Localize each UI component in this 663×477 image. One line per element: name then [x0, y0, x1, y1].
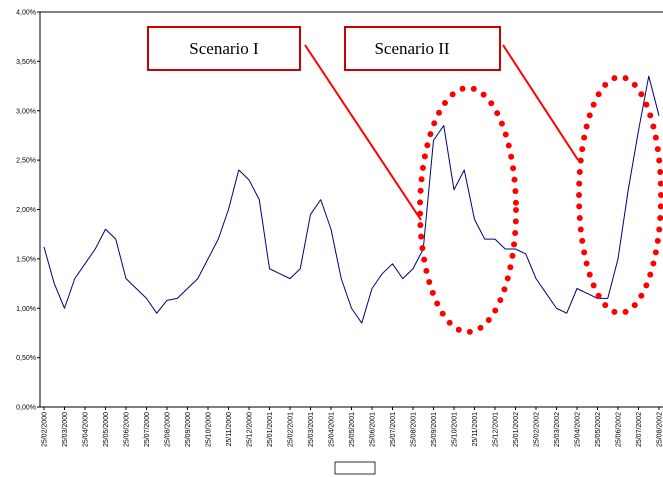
x-tick-label: 25/03/2001 [308, 412, 315, 447]
annotation-box [147, 26, 301, 71]
x-tick-label: 25/08/2000 [165, 412, 172, 447]
x-tick-label: 25/11/2001 [472, 412, 479, 447]
x-tick-label: 25/08/2002 [657, 412, 663, 447]
highlight-ellipse [417, 85, 519, 335]
callout-line [304, 44, 422, 221]
y-tick-label: 2,00% [16, 207, 36, 214]
x-tick-label: 25/03/2000 [62, 412, 69, 447]
annotation: Scenario II [374, 39, 449, 58]
y-tick-label: 1,50% [16, 256, 36, 263]
x-tick-label: 25/02/2001 [288, 412, 295, 447]
callout-line [502, 44, 579, 161]
x-tick-label: 25/07/2001 [390, 412, 397, 447]
x-tick-label: 25/01/2002 [513, 412, 520, 447]
x-tick-label: 25/05/2000 [103, 412, 110, 447]
annotation: Scenario I [189, 39, 259, 58]
highlight-ellipse [576, 74, 663, 316]
y-tick-label: 3,50% [16, 59, 36, 66]
x-tick-label: 25/06/2002 [616, 412, 623, 447]
x-tick-label: 25/02/2002 [534, 412, 541, 447]
x-tick-label: 25/09/2001 [431, 412, 438, 447]
x-tick-label: 25/04/2000 [83, 412, 90, 447]
plot: 0,00% 0,50% 1,00% 1,50% 2,00% 2,50% 3,00% 3,50%… [16, 10, 663, 473]
annotation-box [344, 26, 501, 71]
x-tick-label: 25/05/2002 [595, 412, 602, 447]
x-tick-label: 25/10/2000 [206, 412, 213, 447]
x-tick-label: 25/07/2000 [144, 412, 151, 447]
x-tick-label: 25/10/2001 [452, 412, 459, 447]
y-tick-label: 0,00% [16, 405, 36, 412]
y-tick-label: 0,50% [16, 355, 36, 362]
y-tick-label: 2,50% [16, 158, 36, 165]
x-tick-label: 25/09/2000 [185, 412, 192, 447]
x-tick-label: 25/07/2002 [636, 412, 643, 447]
x-tick-label: 25/05/2001 [349, 412, 356, 447]
y-tick-label: 3,00% [16, 108, 36, 115]
x-tick-label: 25/06/2000 [124, 412, 131, 447]
series-line [43, 75, 660, 324]
y-tick-label: 4,00% [16, 10, 36, 17]
x-tick-label: 25/11/2000 [226, 412, 233, 447]
x-tick-label: 25/04/2001 [329, 412, 336, 447]
legend [334, 461, 376, 475]
x-tick-label: 25/01/2001 [267, 412, 274, 447]
x-tick-label: 25/06/2001 [370, 412, 377, 447]
x-tick-label: 25/08/2001 [411, 412, 418, 447]
y-tick-label: 1,00% [16, 306, 36, 313]
x-tick-label: 25/04/2002 [575, 412, 582, 447]
x-tick-label: 25/03/2002 [554, 412, 561, 447]
x-tick-label: 25/12/2000 [247, 412, 254, 447]
x-tick-label: 25/12/2001 [493, 412, 500, 447]
x-tick-label: 25/02/2000 [42, 412, 49, 447]
